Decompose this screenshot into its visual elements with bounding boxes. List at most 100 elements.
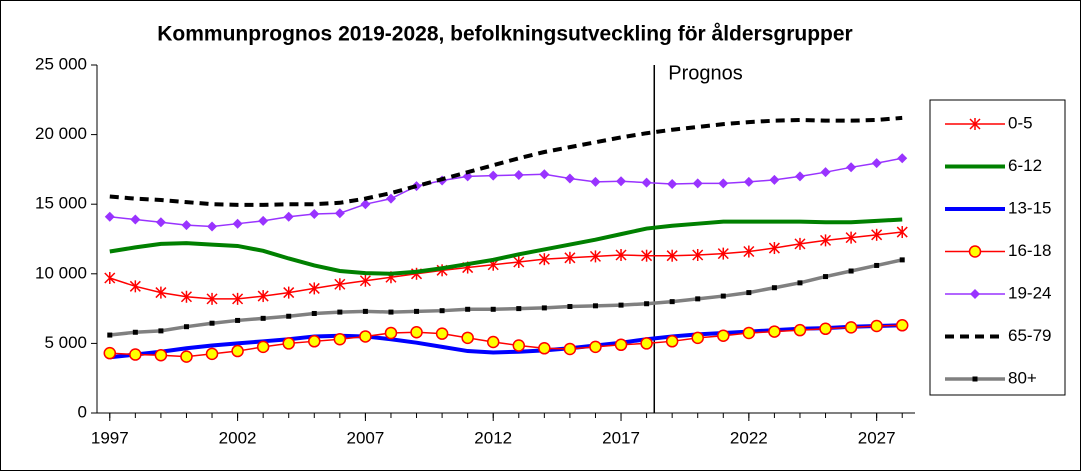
marker-star bbox=[845, 231, 857, 244]
marker-star bbox=[717, 247, 729, 260]
marker-square bbox=[414, 308, 420, 314]
marker-circle bbox=[333, 332, 347, 346]
marker-square bbox=[644, 301, 650, 307]
y-tick-label: 20 000 bbox=[35, 124, 87, 143]
marker-star bbox=[232, 292, 244, 305]
marker-star bbox=[513, 255, 525, 268]
marker-square bbox=[158, 328, 164, 334]
marker-star bbox=[206, 292, 218, 305]
marker-star bbox=[308, 282, 320, 295]
x-tick-label: 2012 bbox=[474, 428, 512, 447]
marker-circle bbox=[819, 322, 832, 336]
marker-circle bbox=[844, 321, 858, 334]
marker-circle bbox=[308, 335, 321, 348]
marker-star bbox=[641, 249, 653, 262]
marker-square bbox=[107, 332, 113, 338]
marker-diamond bbox=[207, 221, 218, 232]
marker-circle bbox=[589, 340, 602, 354]
marker-square bbox=[337, 309, 343, 315]
marker-diamond bbox=[104, 211, 115, 222]
marker-diamond bbox=[769, 174, 780, 185]
marker-circle bbox=[538, 342, 551, 355]
marker-circle bbox=[103, 346, 117, 360]
series-line bbox=[109, 258, 903, 337]
marker-square bbox=[311, 310, 317, 316]
marker-star bbox=[155, 286, 167, 299]
marker-square bbox=[771, 285, 777, 291]
marker-circle bbox=[180, 350, 193, 363]
marker-diamond bbox=[181, 220, 192, 231]
marker-diamond bbox=[258, 215, 269, 226]
marker-square bbox=[388, 309, 394, 315]
marker-circle bbox=[640, 337, 653, 350]
marker-circle bbox=[768, 325, 781, 338]
x-tick-label: 2017 bbox=[602, 428, 640, 447]
marker-square bbox=[235, 317, 241, 323]
marker-diamond bbox=[590, 176, 601, 187]
marker-diamond bbox=[616, 176, 627, 187]
legend-marker bbox=[970, 289, 980, 299]
legend-label: 0-5 bbox=[1008, 113, 1033, 132]
x-tick-label: 2022 bbox=[730, 428, 768, 447]
marker-circle bbox=[231, 344, 244, 358]
marker-star bbox=[820, 234, 832, 247]
series-line bbox=[109, 217, 903, 276]
marker-circle bbox=[256, 340, 270, 354]
marker-circle bbox=[563, 342, 577, 356]
y-tick-label: 25 000 bbox=[35, 54, 87, 73]
marker-circle bbox=[435, 327, 449, 340]
legend-label: 16-18 bbox=[1008, 241, 1051, 260]
marker-diamond bbox=[641, 177, 652, 188]
y-tick-label: 0 bbox=[78, 402, 87, 421]
marker-square bbox=[720, 293, 726, 299]
marker-star bbox=[538, 253, 550, 266]
legend-label: 13-15 bbox=[1008, 198, 1051, 217]
marker-square bbox=[465, 306, 471, 312]
marker-square bbox=[260, 315, 266, 321]
marker-diamond bbox=[462, 171, 473, 182]
marker-diamond bbox=[692, 178, 703, 189]
marker-diamond bbox=[564, 173, 575, 184]
marker-star bbox=[129, 280, 141, 293]
marker-circle bbox=[410, 326, 423, 339]
legend-marker bbox=[972, 376, 978, 382]
marker-diamond bbox=[820, 167, 831, 178]
marker-square bbox=[899, 257, 905, 263]
marker-square bbox=[669, 299, 675, 305]
marker-circle bbox=[512, 339, 526, 352]
marker-square bbox=[695, 296, 701, 302]
marker-diamond bbox=[718, 178, 729, 189]
marker-star bbox=[743, 245, 755, 258]
marker-diamond bbox=[309, 208, 320, 219]
x-tick-label: 1997 bbox=[91, 428, 129, 447]
marker-circle bbox=[870, 319, 883, 333]
x-tick-label: 2007 bbox=[346, 428, 384, 447]
marker-square bbox=[618, 302, 624, 308]
legend-label: 65-79 bbox=[1008, 326, 1051, 345]
legend-label: 19-24 bbox=[1008, 283, 1051, 302]
marker-square bbox=[823, 274, 829, 280]
marker-circle bbox=[129, 348, 142, 361]
marker-diamond bbox=[513, 169, 524, 180]
marker-star bbox=[104, 271, 116, 284]
legend-label: 6-12 bbox=[1008, 156, 1042, 175]
marker-square bbox=[439, 308, 445, 314]
y-tick-label: 10 000 bbox=[35, 263, 87, 282]
series-line bbox=[109, 231, 903, 300]
marker-star bbox=[359, 274, 371, 287]
marker-diamond bbox=[871, 158, 882, 169]
marker-circle bbox=[665, 335, 679, 348]
marker-circle bbox=[461, 331, 474, 345]
marker-square bbox=[746, 290, 752, 296]
marker-star bbox=[257, 290, 269, 303]
marker-star bbox=[871, 228, 883, 241]
x-tick-label: 2002 bbox=[219, 428, 257, 447]
marker-circle bbox=[614, 338, 628, 352]
marker-circle bbox=[282, 337, 295, 350]
marker-square bbox=[516, 306, 522, 312]
marker-star bbox=[768, 242, 780, 255]
marker-diamond bbox=[385, 193, 396, 204]
marker-star bbox=[794, 237, 806, 250]
